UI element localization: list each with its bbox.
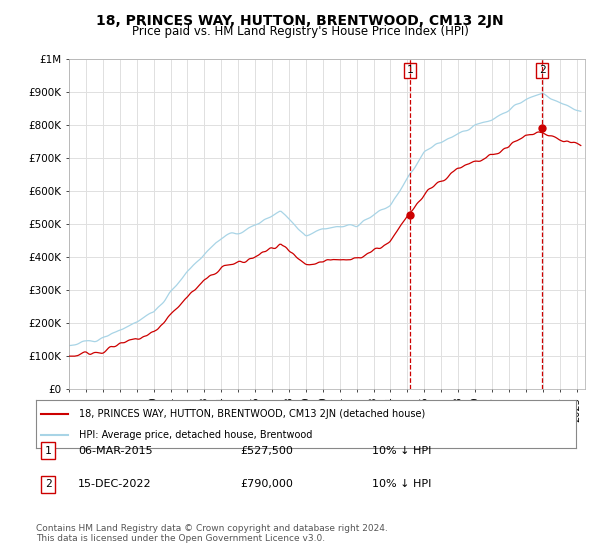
Text: £790,000: £790,000 (240, 479, 293, 489)
Text: HPI: Average price, detached house, Brentwood: HPI: Average price, detached house, Bren… (79, 430, 313, 440)
Text: 15-DEC-2022: 15-DEC-2022 (78, 479, 152, 489)
Text: Contains HM Land Registry data © Crown copyright and database right 2024.
This d: Contains HM Land Registry data © Crown c… (36, 524, 388, 543)
Text: 2: 2 (44, 479, 52, 489)
Text: £527,500: £527,500 (240, 446, 293, 456)
Text: 18, PRINCES WAY, HUTTON, BRENTWOOD, CM13 2JN: 18, PRINCES WAY, HUTTON, BRENTWOOD, CM13… (96, 14, 504, 28)
Text: 1: 1 (407, 66, 413, 76)
Text: 1: 1 (44, 446, 52, 456)
Text: 10% ↓ HPI: 10% ↓ HPI (372, 479, 431, 489)
Text: 06-MAR-2015: 06-MAR-2015 (78, 446, 152, 456)
Text: Price paid vs. HM Land Registry's House Price Index (HPI): Price paid vs. HM Land Registry's House … (131, 25, 469, 38)
Text: 10% ↓ HPI: 10% ↓ HPI (372, 446, 431, 456)
Text: 2: 2 (539, 66, 545, 76)
Text: 18, PRINCES WAY, HUTTON, BRENTWOOD, CM13 2JN (detached house): 18, PRINCES WAY, HUTTON, BRENTWOOD, CM13… (79, 409, 425, 419)
